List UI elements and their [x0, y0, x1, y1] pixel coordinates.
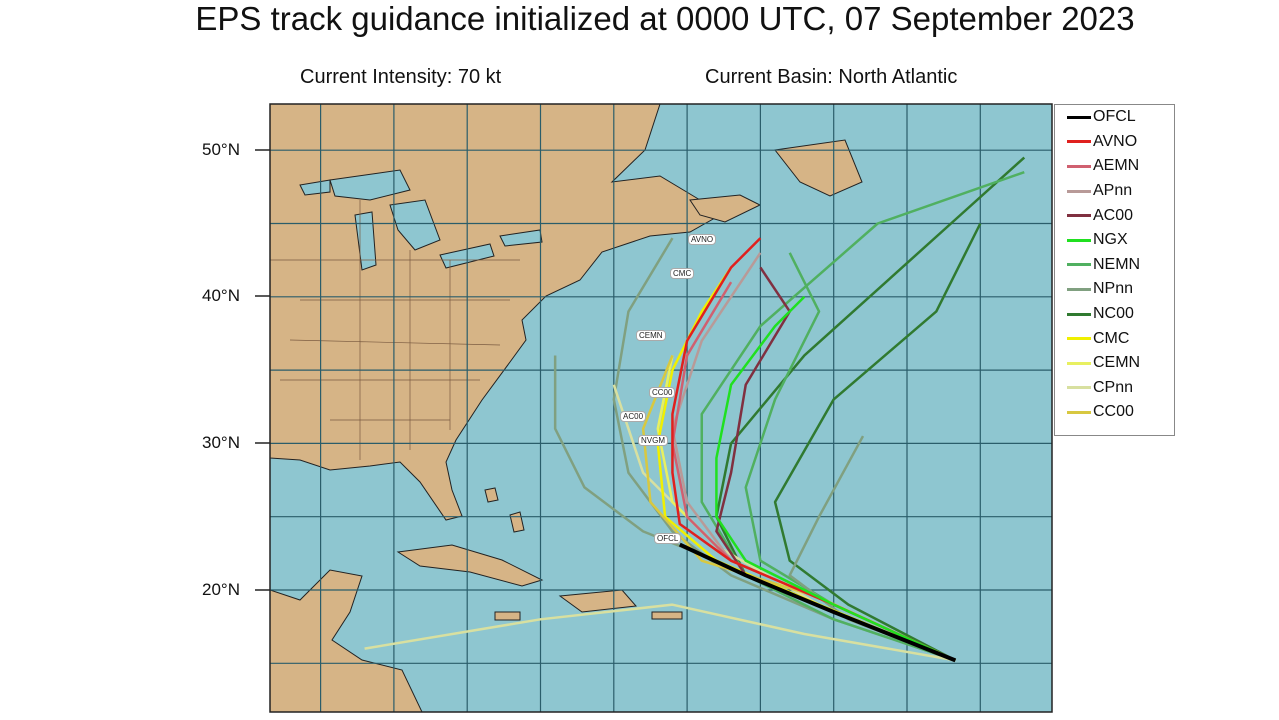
nova-scotia: [689, 194, 762, 223]
legend-label: CMC: [1093, 329, 1130, 347]
legend-label: AEMN: [1093, 157, 1140, 175]
lat-label-30: 30°N: [202, 433, 240, 452]
legend-item-ofcl: OFCL: [1055, 105, 1174, 130]
legend-label: NGX: [1093, 231, 1128, 249]
legend-item-avno: AVNO: [1055, 130, 1174, 155]
map-label-cemn: CEMN: [636, 330, 666, 341]
legend-label: AC00: [1093, 206, 1134, 224]
legend-item-cemn: CEMN: [1055, 351, 1174, 376]
legend-item-aemn: AEMN: [1055, 154, 1174, 179]
lat-label-50: 50°N: [202, 140, 240, 159]
legend-item-apnn: APnn: [1055, 179, 1174, 204]
map-label-ac00: AC00: [620, 411, 647, 422]
track-nc00: [773, 222, 982, 662]
track-avno: [671, 237, 956, 662]
current-intensity: Current Intensity: 70 kt: [300, 66, 502, 88]
track-ngx: [715, 295, 956, 662]
map-frame: [269, 103, 1053, 713]
legend-label: CPnn: [1093, 378, 1134, 396]
lat-ticks: [255, 149, 270, 591]
map-label-ofcl: OFCL: [654, 533, 682, 544]
cuba: [396, 544, 544, 587]
legend-item-cpnn: CPnn: [1055, 376, 1174, 401]
legend-item-nc00: NC00: [1055, 302, 1174, 327]
legend-label: CEMN: [1093, 354, 1141, 372]
legend-swatch: [1067, 312, 1091, 316]
legend-swatch: [1067, 238, 1091, 242]
map-label-nvgm: NVGM: [638, 435, 668, 446]
legend-swatch: [1067, 287, 1091, 291]
lat-label-20: 20°N: [202, 580, 240, 599]
jamaica: [494, 611, 521, 621]
north-america: [270, 104, 723, 521]
legend-label: OFCL: [1093, 108, 1136, 126]
legend-label: APnn: [1093, 182, 1133, 200]
legend: OFCL AVNO AEMN APnn AC00 NGX NEMN NPnn NC00 CMC CE…: [1054, 104, 1175, 436]
legend-label: NPnn: [1093, 280, 1134, 298]
legend-swatch: [1067, 361, 1091, 365]
legend-label: AVNO: [1093, 132, 1138, 150]
land: [270, 104, 863, 712]
map-label-avno: AVNO: [688, 234, 717, 245]
legend-item-cmc: CMC: [1055, 326, 1174, 351]
legend-swatch: [1067, 410, 1091, 414]
legend-item-cc00: CC00: [1055, 400, 1174, 425]
legend-item-npnn: NPnn: [1055, 277, 1174, 302]
track-nemn: [700, 171, 1025, 662]
legend-item-ngx: NGX: [1055, 228, 1174, 253]
state-borders: [270, 200, 520, 460]
legend-swatch: [1067, 189, 1091, 193]
bahamas: [484, 487, 525, 533]
legend-swatch: [1067, 337, 1091, 341]
puerto-rico: [651, 611, 683, 620]
current-basin: Current Basin: North Atlantic: [705, 66, 958, 88]
model-tracks: [364, 156, 1026, 663]
legend-swatch: [1067, 263, 1091, 267]
legend-label: NEMN: [1093, 255, 1141, 273]
legend-swatch: [1067, 386, 1091, 390]
legend-swatch: [1067, 140, 1091, 144]
legend-swatch: [1067, 115, 1091, 119]
legend-label: CC00: [1093, 403, 1134, 421]
map-label-cc00: CC00: [649, 387, 676, 398]
track-cpnn: [364, 603, 956, 662]
map-label-cmc: CMC: [670, 268, 695, 279]
chart-title: EPS track guidance initialized at 0000 U…: [195, 0, 1135, 37]
legend-item-nemn: NEMN: [1055, 253, 1174, 278]
track-ofcl: [678, 542, 957, 663]
legend-item-ac00: AC00: [1055, 203, 1174, 228]
legend-swatch: [1067, 164, 1091, 168]
legend-label: NC00: [1093, 305, 1134, 323]
legend-swatch: [1067, 214, 1091, 218]
hispaniola: [558, 589, 638, 613]
lat-label-40: 40°N: [202, 286, 240, 305]
